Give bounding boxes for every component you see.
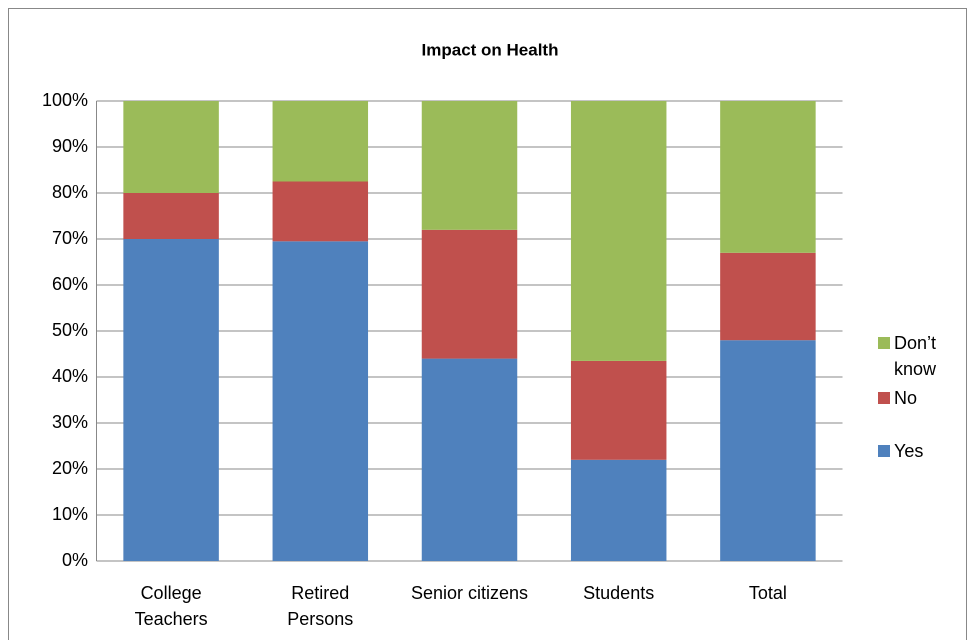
legend-label: No: [894, 388, 918, 408]
legend-item: Don’t know: [878, 330, 968, 382]
bar-segment: [570, 459, 667, 561]
bar-segment: [570, 101, 667, 361]
bar-segment: [720, 101, 816, 253]
x-tick-label: Students: [583, 583, 655, 603]
x-tick-label: Retired Persons: [287, 583, 354, 629]
y-tick-label: 0%: [62, 550, 88, 570]
y-tick-label: 20%: [52, 458, 88, 478]
y-tick-label: 60%: [52, 274, 88, 294]
y-tick-label: 90%: [52, 136, 88, 156]
y-tick-label: 10%: [52, 504, 88, 524]
x-tick-label: College Teachers: [134, 583, 208, 629]
x-tick-label: Total: [748, 583, 787, 603]
bar-segment: [272, 181, 369, 242]
x-tick-label: Senior citizens: [410, 583, 529, 603]
bar-segment: [272, 241, 369, 562]
legend-item: Yes: [878, 438, 968, 464]
bar-segment: [421, 101, 518, 230]
bar-segment: [720, 252, 816, 341]
bar-segment: [272, 101, 369, 182]
bar-segment: [570, 360, 667, 460]
y-tick-label: 100%: [42, 90, 88, 110]
legend-label: Yes: [894, 441, 924, 461]
y-tick-label: 40%: [52, 366, 88, 386]
y-tick-label: 50%: [52, 320, 88, 340]
bar-segment: [123, 193, 219, 239]
bar-segment: [421, 358, 518, 561]
y-tick-label: 70%: [52, 228, 88, 248]
legend-swatch: [878, 445, 890, 457]
legend-item: No: [878, 385, 968, 411]
y-tick-label: 80%: [52, 182, 88, 202]
legend-label: Don’t know: [894, 333, 937, 379]
legend-swatch: [878, 337, 890, 349]
bar-segment: [720, 340, 816, 561]
y-tick-label: 30%: [52, 412, 88, 432]
chart-title: Impact on Health: [422, 40, 559, 59]
legend-swatch: [878, 392, 890, 404]
bar-segment: [123, 239, 219, 561]
bar-segment: [421, 229, 518, 359]
bar-segment: [123, 101, 219, 193]
